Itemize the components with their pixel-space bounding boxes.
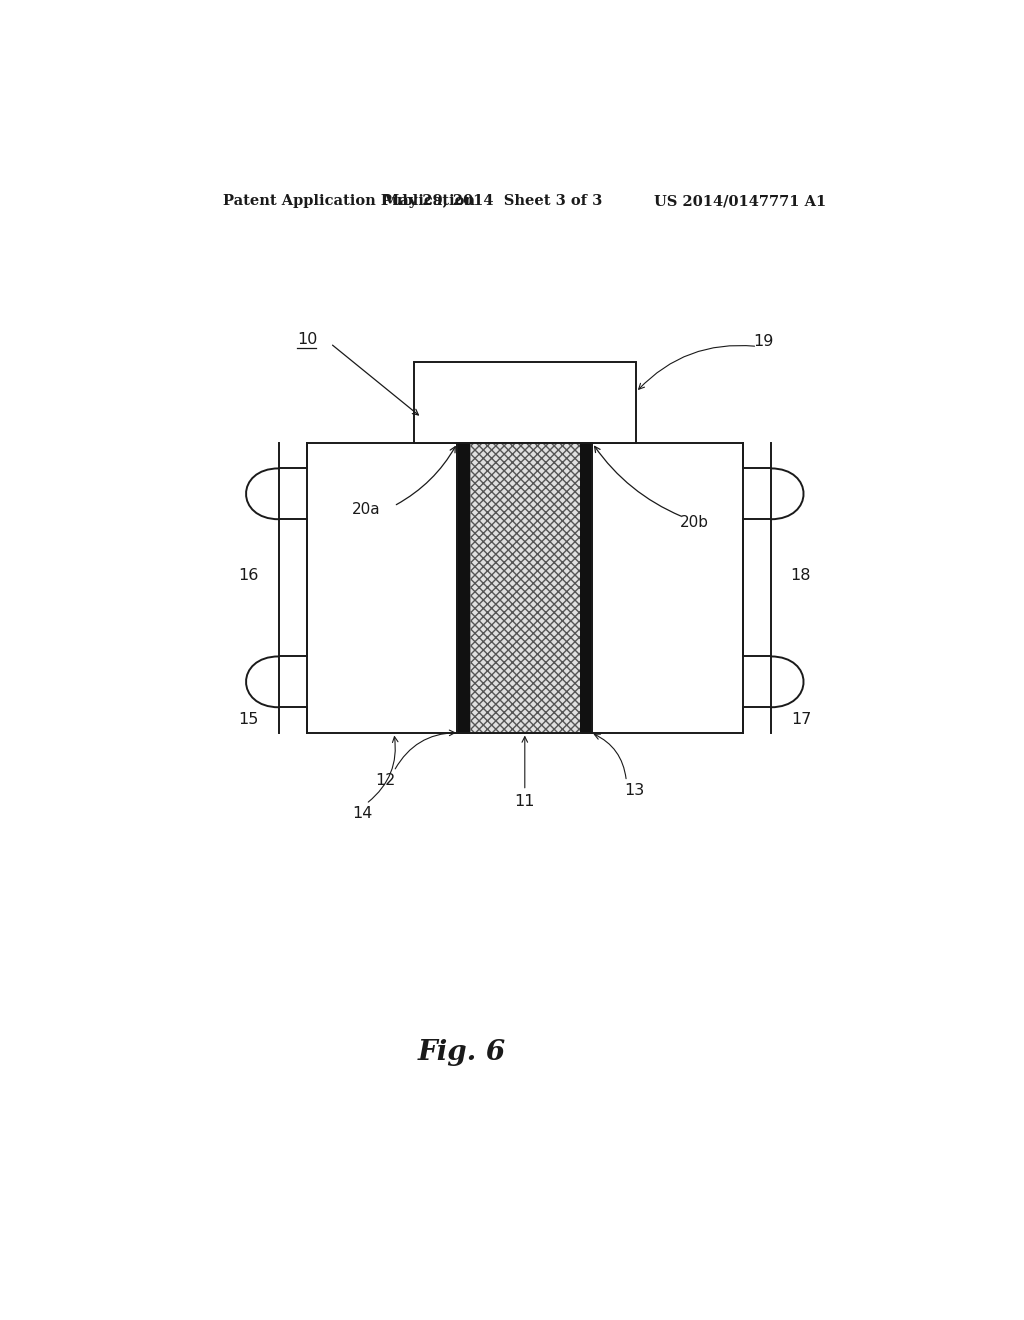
Text: US 2014/0147771 A1: US 2014/0147771 A1 [654, 194, 826, 209]
Text: 17: 17 [791, 711, 811, 727]
Text: Fig. 6: Fig. 6 [417, 1039, 506, 1067]
Text: May 29, 2014  Sheet 3 of 3: May 29, 2014 Sheet 3 of 3 [383, 194, 603, 209]
Text: 12: 12 [376, 774, 396, 788]
Bar [306, 444, 458, 733]
Bar [580, 444, 592, 733]
Text: 16: 16 [239, 568, 259, 582]
Text: 11: 11 [514, 795, 536, 809]
Bar [458, 444, 470, 733]
Text: 13: 13 [625, 783, 644, 799]
Text: 18: 18 [791, 568, 811, 582]
Text: 20a: 20a [351, 502, 380, 516]
Bar [458, 444, 592, 733]
Text: 14: 14 [352, 807, 373, 821]
Text: 10: 10 [297, 331, 317, 347]
Text: 20b: 20b [680, 515, 709, 529]
Bar [414, 362, 636, 444]
Text: 19: 19 [754, 334, 774, 348]
Bar [470, 444, 580, 733]
Text: Patent Application Publication: Patent Application Publication [223, 194, 475, 209]
Bar [592, 444, 743, 733]
Text: 15: 15 [239, 711, 259, 727]
